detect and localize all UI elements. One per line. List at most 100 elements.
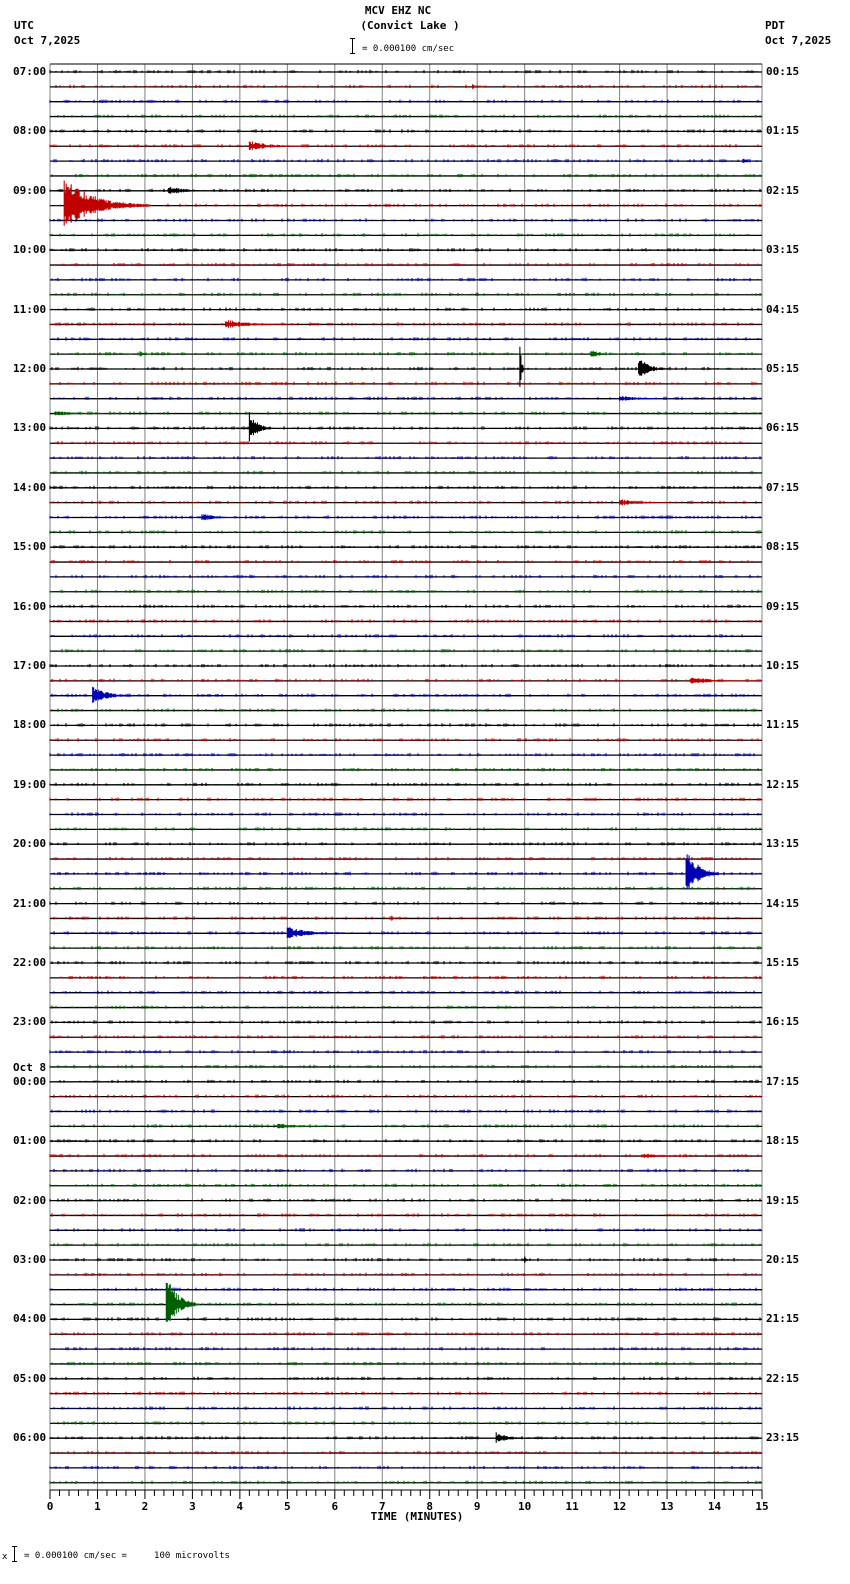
utc-time-label: 13:00 — [13, 421, 47, 435]
svg-text:4: 4 — [237, 1500, 244, 1513]
seismic-event — [92, 686, 141, 703]
pdt-time-label: 05:15 — [766, 362, 800, 375]
pdt-time-label: 21:15 — [766, 1312, 800, 1326]
pdt-time-label: 14:15 — [766, 896, 800, 910]
svg-text:2: 2 — [142, 1500, 149, 1513]
pdt-time-label: 00:15 — [766, 65, 800, 78]
seismic-event — [742, 158, 758, 163]
svg-text:10: 10 — [518, 1500, 531, 1513]
utc-time-label: 12:00 — [13, 362, 47, 375]
utc-time-label: 00:00 — [13, 1074, 47, 1088]
seismic-event — [248, 412, 273, 442]
seismic-event — [619, 499, 677, 506]
utc-time-label: 09:00 — [13, 183, 47, 197]
seismic-event — [139, 351, 155, 357]
seismic-event — [690, 677, 763, 684]
utc-time-label: 03:00 — [13, 1253, 47, 1266]
seismic-event — [471, 84, 478, 89]
svg-text:1: 1 — [94, 1500, 101, 1513]
seismic-event — [638, 360, 668, 376]
svg-text:5: 5 — [284, 1500, 291, 1513]
station-location: (Convict Lake ) — [360, 19, 460, 32]
seismic-event — [519, 346, 525, 387]
date-change-label: Oct 8 — [13, 1060, 47, 1074]
pdt-time-label: 12:15 — [766, 777, 800, 791]
left-timezone: UTC — [14, 19, 34, 32]
pdt-time-label: 20:15 — [766, 1253, 800, 1266]
utc-time-label: 15:00 — [13, 540, 47, 554]
seismic-event — [619, 396, 692, 401]
footer-scale-label: = 0.000100 cm/sec = 100 microvolts — [24, 1551, 230, 1561]
seismic-event — [277, 1123, 345, 1129]
seismic-event — [168, 187, 217, 194]
utc-time-label: 01:00 — [13, 1134, 47, 1148]
pdt-time-label: 06:15 — [766, 421, 800, 435]
pdt-time-label: 10:15 — [766, 659, 800, 672]
footer-scale-bar-icon — [12, 1546, 17, 1562]
pdt-time-label: 07:15 — [766, 480, 800, 494]
seismic-event — [685, 854, 720, 890]
seismic-event — [63, 180, 150, 226]
svg-text:13: 13 — [660, 1500, 673, 1513]
seismic-event — [590, 350, 615, 357]
scale-label: = 0.000100 cm/sec — [362, 44, 455, 54]
utc-time-label: 20:00 — [13, 837, 47, 851]
utc-time-label: 11:00 — [13, 302, 47, 316]
pdt-time-label: 13:15 — [766, 837, 800, 851]
pdt-time-label: 17:15 — [766, 1074, 800, 1088]
utc-time-label: 16:00 — [13, 599, 47, 613]
utc-time-label: 17:00 — [13, 659, 47, 672]
utc-time-label: 06:00 — [13, 1431, 47, 1445]
seismic-event — [54, 411, 127, 416]
svg-text:9: 9 — [474, 1500, 481, 1513]
pdt-time-label: 23:15 — [766, 1431, 800, 1445]
pdt-time-label: 02:15 — [766, 183, 800, 197]
utc-time-label: 05:00 — [13, 1371, 47, 1385]
svg-text:3: 3 — [189, 1500, 196, 1513]
utc-time-label: 04:00 — [13, 1312, 47, 1326]
pdt-time-label: 16:15 — [766, 1015, 800, 1029]
seismic-event — [391, 915, 397, 921]
utc-time-label: 07:00 — [13, 65, 47, 78]
seismic-event — [524, 1256, 530, 1263]
pdt-time-label: 01:15 — [766, 124, 800, 138]
seismic-event — [165, 1283, 200, 1322]
pdt-time-label: 09:15 — [766, 599, 800, 613]
pdt-time-label: 08:15 — [766, 540, 800, 554]
pdt-time-label: 15:15 — [766, 956, 800, 969]
x-axis-title: TIME (MINUTES) — [370, 1510, 464, 1523]
utc-time-label: 19:00 — [13, 777, 47, 791]
utc-time-label: 14:00 — [13, 480, 47, 494]
utc-time-label: 22:00 — [13, 956, 47, 969]
seismic-event — [201, 514, 250, 521]
pdt-time-label: 03:15 — [766, 243, 800, 257]
utc-time-label: 23:00 — [13, 1015, 47, 1029]
pdt-time-label: 22:15 — [766, 1371, 800, 1385]
scale-bar-icon — [350, 38, 355, 54]
station-title: MCV EHZ NC — [364, 4, 432, 17]
pdt-time-label: 04:15 — [766, 302, 800, 316]
svg-text:6: 6 — [331, 1500, 338, 1513]
svg-text:0: 0 — [47, 1500, 54, 1513]
right-date: Oct 7,2025 — [765, 34, 832, 47]
svg-text:8: 8 — [426, 1500, 433, 1513]
pdt-time-label: 18:15 — [766, 1134, 800, 1148]
seismic-event — [225, 320, 298, 328]
svg-text:14: 14 — [708, 1500, 722, 1513]
pdt-time-label: 11:15 — [766, 718, 800, 732]
utc-time-label: 21:00 — [13, 896, 47, 910]
utc-time-label: 18:00 — [13, 718, 47, 732]
utc-time-label: 08:00 — [13, 124, 47, 138]
seismic-event — [495, 1432, 534, 1443]
svg-text:12: 12 — [613, 1500, 626, 1513]
utc-time-label: 10:00 — [13, 243, 47, 257]
utc-time-label: 02:00 — [13, 1193, 47, 1207]
svg-text:7: 7 — [379, 1500, 386, 1513]
right-timezone: PDT — [765, 19, 785, 32]
svg-text:15: 15 — [755, 1500, 768, 1513]
footer-prefix: x — [2, 1552, 8, 1562]
seismic-event — [286, 927, 349, 939]
svg-text:11: 11 — [566, 1500, 580, 1513]
left-date: Oct 7,2025 — [14, 34, 81, 47]
